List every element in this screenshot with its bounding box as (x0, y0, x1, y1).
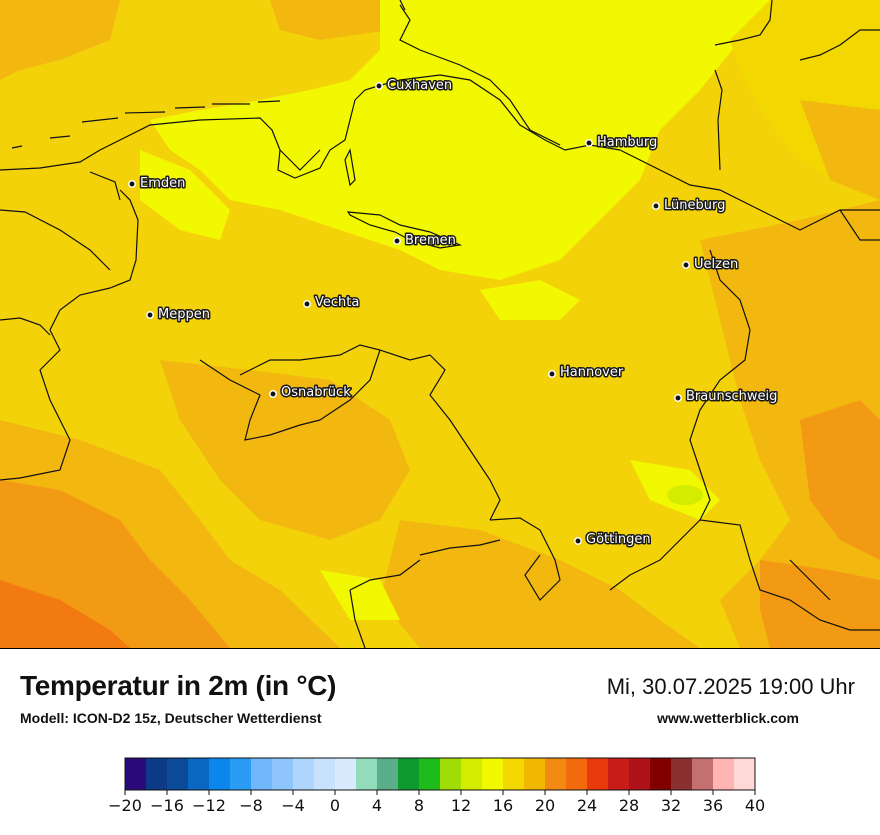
city-label: Vechta (315, 295, 359, 310)
legend-swatch (209, 758, 231, 790)
website-link[interactable]: www.wetterblick.com (657, 710, 799, 726)
legend-swatch (587, 758, 609, 790)
legend-swatch (629, 758, 651, 790)
temp-field-cool-s (320, 570, 400, 620)
legend-tick-label: 4 (372, 796, 382, 815)
legend-colorbar: −20 −16 −12 −8 −4 0 4 8 12 16 20 24 28 32 36 40 (108, 757, 765, 815)
temp-field-warm-e (700, 200, 880, 648)
city-markers: Cuxhaven Hamburg Emden Lüneburg Bremen U… (128, 77, 779, 549)
legend-tick-label: −4 (281, 796, 305, 815)
legend-tick-label: 24 (577, 796, 597, 815)
legend-tick-label: 16 (493, 796, 513, 815)
temp-field-cool-nw (140, 150, 230, 240)
city-label: Uelzen (694, 257, 738, 272)
city-hamburg[interactable]: Hamburg (585, 134, 659, 152)
legend-swatch (713, 758, 735, 790)
legend-swatch (734, 758, 756, 790)
legend-tick-label: 40 (745, 796, 765, 815)
temp-field-warm-w (160, 360, 410, 540)
city-cuxhaven[interactable]: Cuxhaven (375, 77, 454, 95)
temp-field-cool-n (150, 0, 770, 280)
city-vechta[interactable]: Vechta (303, 294, 361, 312)
city-emden[interactable]: Emden (128, 175, 187, 193)
legend-swatch (146, 758, 168, 790)
temp-field-cool-c (480, 280, 580, 320)
temp-field-hotter-sw (0, 580, 130, 648)
temp-field-spot-green (667, 485, 703, 505)
map-title: Temperatur in 2m (in °C) (20, 670, 337, 701)
legend-swatch (293, 758, 315, 790)
legend-tick-label: 28 (619, 796, 639, 815)
legend-swatch (335, 758, 357, 790)
city-label: Göttingen (586, 532, 651, 547)
legend-swatch (671, 758, 693, 790)
temp-field-hot-e2 (760, 560, 880, 648)
temp-field-hot-e1 (800, 400, 880, 560)
legend-swatch (566, 758, 588, 790)
city-label: Hannover (560, 365, 624, 380)
color-legend: −20 −16 −12 −8 −4 0 4 8 12 16 20 24 28 32 36 40 (0, 752, 880, 830)
city-uelzen[interactable]: Uelzen (682, 256, 740, 274)
legend-swatch (419, 758, 441, 790)
temp-field-warm-s (380, 520, 700, 648)
legend-swatch (608, 758, 630, 790)
legend-swatch (398, 758, 420, 790)
city-label: Cuxhaven (387, 78, 452, 93)
city-label: Meppen (158, 307, 210, 322)
city-lueneburg[interactable]: Lüneburg (652, 197, 727, 215)
legend-tick-label: 8 (414, 796, 424, 815)
legend-swatch (272, 758, 294, 790)
legend-tick-label: 0 (330, 796, 340, 815)
legend-tick-label: 32 (661, 796, 681, 815)
city-label: Osnabrück (281, 385, 351, 400)
legend-tick-label: −16 (150, 796, 184, 815)
legend-swatch (545, 758, 567, 790)
legend-swatch (167, 758, 189, 790)
legend-swatch (650, 758, 672, 790)
legend-tick-label: 20 (535, 796, 555, 815)
legend-swatch (125, 758, 147, 790)
legend-frame (124, 757, 756, 791)
legend-swatch (188, 758, 210, 790)
city-label: Bremen (405, 233, 456, 248)
city-braunschweig[interactable]: Braunschweig (674, 388, 779, 406)
map-canvas: Cuxhaven Hamburg Emden Lüneburg Bremen U… (0, 0, 880, 648)
legend-tick-label: 12 (451, 796, 471, 815)
temperature-map[interactable]: Cuxhaven Hamburg Emden Lüneburg Bremen U… (0, 0, 880, 649)
legend-swatch (482, 758, 504, 790)
temp-field-warm-n (270, 0, 400, 40)
legend-swatch (524, 758, 546, 790)
legend-swatch (251, 758, 273, 790)
legend-swatch (230, 758, 252, 790)
city-hannover[interactable]: Hannover (548, 364, 625, 382)
legend-swatch (461, 758, 483, 790)
city-label: Hamburg (597, 135, 657, 150)
temp-field-warm-nw (0, 0, 120, 80)
temp-field-warm-ne (800, 100, 880, 200)
city-label: Lüneburg (664, 198, 725, 213)
forecast-datetime: Mi, 30.07.2025 19:00 Uhr (606, 674, 855, 699)
city-meppen[interactable]: Meppen (146, 306, 211, 324)
legend-tick-label: −12 (192, 796, 226, 815)
model-info: Modell: ICON-D2 15z, Deutscher Wetterdie… (20, 710, 322, 726)
coastlines-borders (0, 0, 880, 648)
legend-swatch (356, 758, 378, 790)
legend-swatch (440, 758, 462, 790)
legend-tick-label: −20 (108, 796, 142, 815)
legend-swatch (377, 758, 399, 790)
city-goettingen[interactable]: Göttingen (574, 531, 652, 549)
city-label: Emden (140, 176, 185, 191)
city-osnabrueck[interactable]: Osnabrück (269, 384, 353, 402)
legend-tick-label: −8 (239, 796, 263, 815)
city-bremen[interactable]: Bremen (393, 232, 457, 250)
legend-swatch (503, 758, 525, 790)
legend-tick-label: 36 (703, 796, 723, 815)
legend-swatch (314, 758, 336, 790)
legend-swatch (692, 758, 714, 790)
city-label: Braunschweig (686, 389, 777, 404)
